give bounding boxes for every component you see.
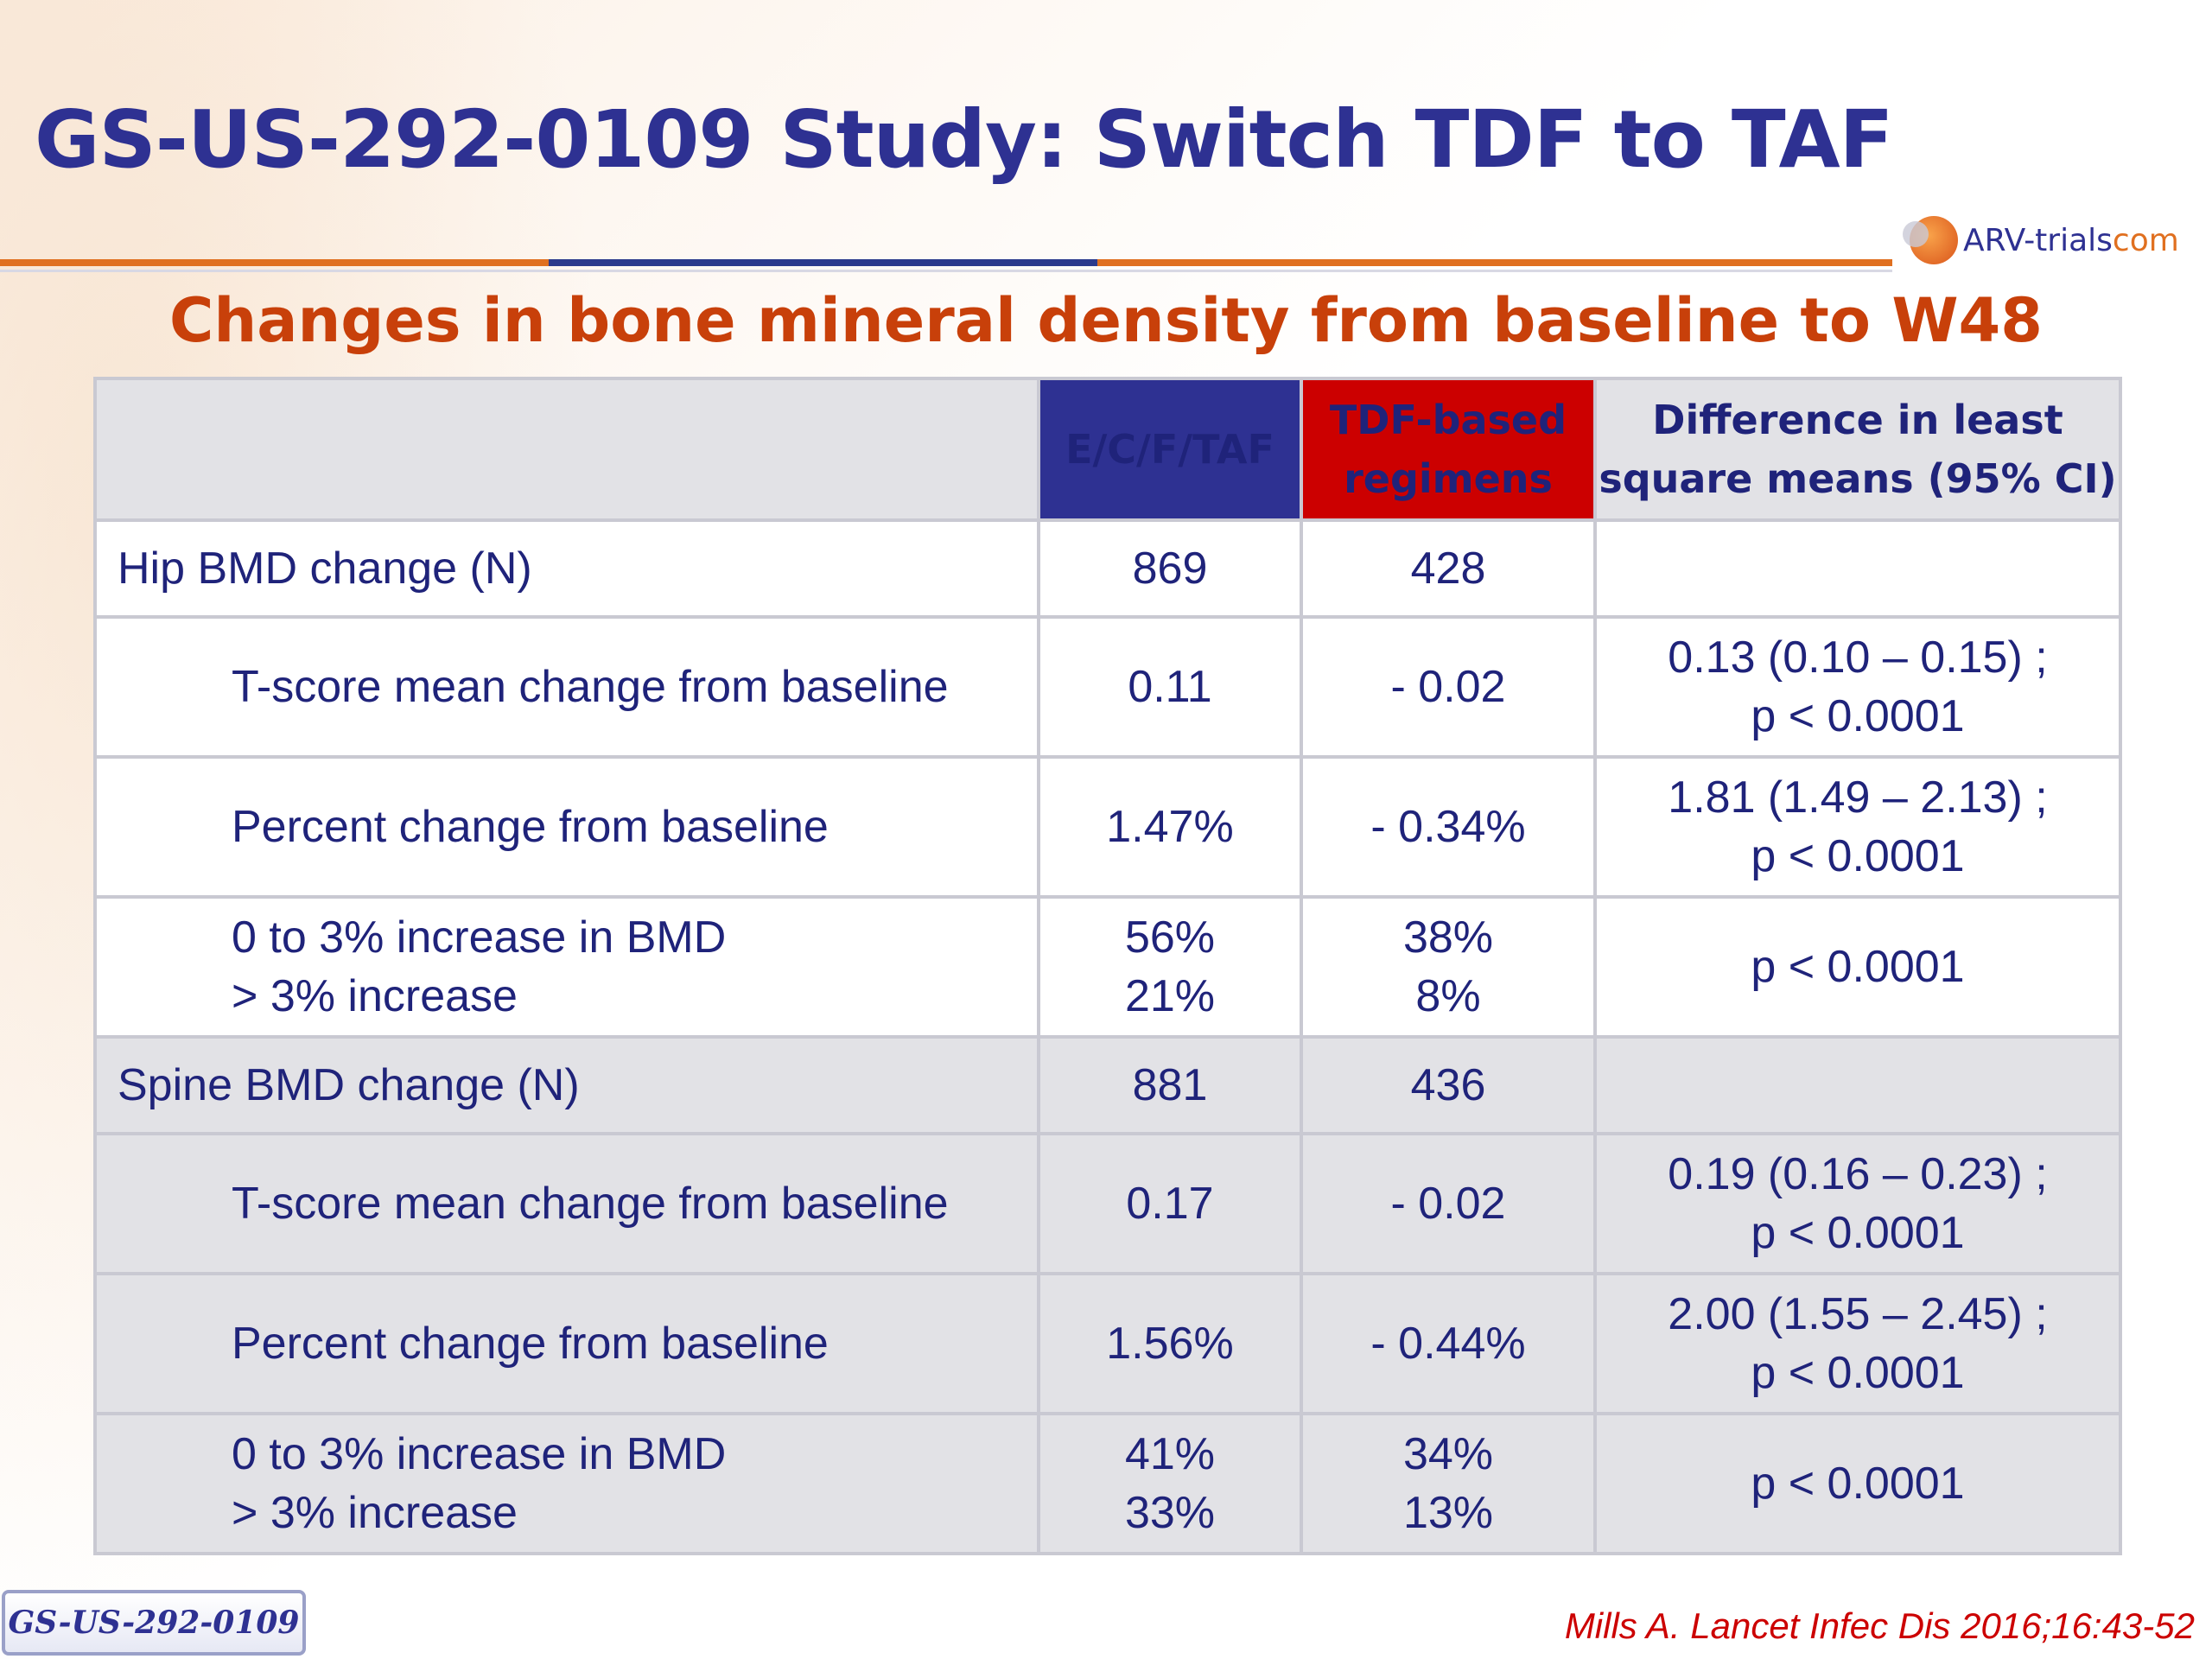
cell-diff: 0.13 (0.10 – 0.15) ; p < 0.0001 bbox=[1593, 615, 2122, 759]
header-label-cell bbox=[93, 377, 1040, 522]
header-divider bbox=[0, 259, 1892, 266]
cell-ecf: 41% 33% bbox=[1037, 1412, 1303, 1555]
slide-subtitle: Changes in bone mineral density from bas… bbox=[169, 285, 2043, 356]
table-row-hip-increase: 0 to 3% increase in BMD > 3% increase 56… bbox=[93, 895, 2122, 1039]
citation: Mills A. Lancet Infec Dis 2016;16:43-52 bbox=[1564, 1605, 2195, 1646]
diff-pvalue: p < 0.0001 bbox=[1751, 691, 1965, 741]
table-row-spine-increase: 0 to 3% increase in BMD > 3% increase 41… bbox=[93, 1412, 2122, 1555]
header-diff-line1: Difference in least bbox=[1652, 397, 2063, 443]
logo-text-com: com bbox=[2112, 222, 2179, 258]
cell-diff: 1.81 (1.49 – 2.13) ; p < 0.0001 bbox=[1593, 755, 2122, 899]
header-difference: Difference in least square means (95% CI… bbox=[1593, 377, 2122, 522]
cell-tdf: 436 bbox=[1300, 1035, 1597, 1135]
cell-ecf-line1: 41% bbox=[1124, 1429, 1216, 1479]
cell-tdf-line2: 8% bbox=[1415, 971, 1481, 1021]
cell-diff: p < 0.0001 bbox=[1593, 1412, 2122, 1555]
cell-tdf: - 0.02 bbox=[1300, 1132, 1597, 1275]
table-row-spine-percent: Percent change from baseline 1.56% - 0.4… bbox=[93, 1272, 2122, 1415]
cell-diff bbox=[1593, 518, 2122, 619]
row-label-line2: > 3% increase bbox=[232, 971, 518, 1021]
header-divider-shadow bbox=[0, 270, 1892, 272]
diff-ci: 0.19 (0.16 – 0.23) ; bbox=[1668, 1149, 2048, 1199]
row-label: 0 to 3% increase in BMD > 3% increase bbox=[93, 1412, 1040, 1555]
logo-text-main: ARV-trials bbox=[1963, 222, 2113, 258]
cell-tdf: 38% 8% bbox=[1300, 895, 1597, 1039]
diff-pvalue: p < 0.0001 bbox=[1751, 1348, 1965, 1398]
cell-diff: 2.00 (1.55 – 2.45) ; p < 0.0001 bbox=[1593, 1272, 2122, 1415]
cell-tdf: - 0.02 bbox=[1300, 615, 1597, 759]
arv-trials-logo: ARV-trialscom bbox=[1903, 214, 2179, 266]
row-label: Percent change from baseline bbox=[93, 755, 1040, 899]
logo-text: ARV-trialscom bbox=[1963, 223, 2179, 258]
cell-diff: p < 0.0001 bbox=[1593, 895, 2122, 1039]
cell-tdf-line2: 13% bbox=[1402, 1488, 1494, 1538]
bmd-table: E/C/F/TAF TDF-based regimens Difference … bbox=[93, 377, 2122, 1555]
table-row-hip-percent: Percent change from baseline 1.47% - 0.3… bbox=[93, 755, 2122, 899]
cell-diff bbox=[1593, 1035, 2122, 1135]
table-row-hip-tscore: T-score mean change from baseline 0.11 -… bbox=[93, 615, 2122, 759]
cell-tdf: - 0.44% bbox=[1300, 1272, 1597, 1415]
table-row-hip-bmd: Hip BMD change (N) 869 428 bbox=[93, 518, 2122, 619]
row-label: 0 to 3% increase in BMD > 3% increase bbox=[93, 895, 1040, 1039]
row-label: T-score mean change from baseline bbox=[93, 1132, 1040, 1275]
cell-ecf-line1: 56% bbox=[1124, 912, 1216, 963]
cell-tdf: 34% 13% bbox=[1300, 1412, 1597, 1555]
table-row-spine-bmd: Spine BMD change (N) 881 436 bbox=[93, 1035, 2122, 1135]
study-tag: GS-US-292-0109 bbox=[2, 1590, 306, 1656]
table-header-row: E/C/F/TAF TDF-based regimens Difference … bbox=[93, 377, 2122, 522]
header-tdf-based: TDF-based regimens bbox=[1300, 377, 1597, 522]
row-label: T-score mean change from baseline bbox=[93, 615, 1040, 759]
header-ecf-taf: E/C/F/TAF bbox=[1037, 377, 1303, 522]
row-label: Hip BMD change (N) bbox=[93, 518, 1040, 619]
row-label-line1: 0 to 3% increase in BMD bbox=[232, 912, 727, 963]
diff-pvalue: p < 0.0001 bbox=[1751, 831, 1965, 881]
header-diff-line2: square means (95% CI) bbox=[1599, 455, 2117, 502]
header-tdf-line1: TDF-based bbox=[1329, 397, 1567, 443]
cell-ecf: 0.17 bbox=[1037, 1132, 1303, 1275]
cell-ecf: 1.56% bbox=[1037, 1272, 1303, 1415]
cell-tdf-line1: 38% bbox=[1402, 912, 1494, 963]
row-label-line2: > 3% increase bbox=[232, 1488, 518, 1538]
cell-ecf-line2: 21% bbox=[1124, 971, 1216, 1021]
cell-ecf: 881 bbox=[1037, 1035, 1303, 1135]
cell-ecf: 1.47% bbox=[1037, 755, 1303, 899]
cell-ecf: 0.11 bbox=[1037, 615, 1303, 759]
cell-tdf: - 0.34% bbox=[1300, 755, 1597, 899]
header-tdf-line2: regimens bbox=[1344, 455, 1553, 502]
table-row-spine-tscore: T-score mean change from baseline 0.17 -… bbox=[93, 1132, 2122, 1275]
row-label: Spine BMD change (N) bbox=[93, 1035, 1040, 1135]
row-label-line1: 0 to 3% increase in BMD bbox=[232, 1429, 727, 1479]
cell-diff: 0.19 (0.16 – 0.23) ; p < 0.0001 bbox=[1593, 1132, 2122, 1275]
diff-ci: 1.81 (1.49 – 2.13) ; bbox=[1668, 772, 2048, 823]
diff-ci: 2.00 (1.55 – 2.45) ; bbox=[1668, 1289, 2048, 1339]
cell-tdf-line1: 34% bbox=[1402, 1429, 1494, 1479]
logo-pill-icon bbox=[1903, 216, 1958, 264]
cell-ecf: 56% 21% bbox=[1037, 895, 1303, 1039]
diff-pvalue: p < 0.0001 bbox=[1751, 1208, 1965, 1258]
row-label: Percent change from baseline bbox=[93, 1272, 1040, 1415]
diff-ci: 0.13 (0.10 – 0.15) ; bbox=[1668, 632, 2048, 683]
cell-ecf: 869 bbox=[1037, 518, 1303, 619]
cell-ecf-line2: 33% bbox=[1124, 1488, 1216, 1538]
slide-title: GS-US-292-0109 Study: Switch TDF to TAF bbox=[35, 93, 1893, 186]
cell-tdf: 428 bbox=[1300, 518, 1597, 619]
